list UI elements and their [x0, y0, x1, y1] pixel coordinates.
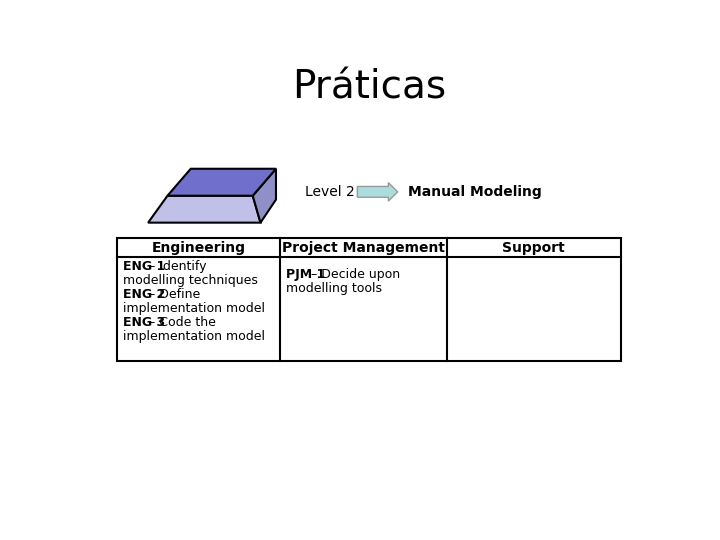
Text: ENG 2: ENG 2	[123, 288, 166, 301]
Text: Engineering: Engineering	[151, 241, 246, 255]
Text: ENG 1: ENG 1	[123, 260, 166, 273]
Text: – Code the: – Code the	[145, 316, 215, 329]
Text: Manual Modeling: Manual Modeling	[408, 185, 541, 199]
Text: – Decide upon: – Decide upon	[307, 268, 400, 281]
Polygon shape	[357, 183, 397, 201]
Polygon shape	[168, 168, 276, 195]
Text: modelling tools: modelling tools	[286, 282, 382, 295]
Text: ENG 3: ENG 3	[123, 316, 166, 329]
Text: Práticas: Práticas	[292, 69, 446, 107]
Text: implementation model: implementation model	[123, 302, 266, 315]
Text: Level 2: Level 2	[305, 185, 355, 199]
Text: Support: Support	[503, 241, 565, 255]
Bar	[117, 238, 621, 361]
Text: implementation model: implementation model	[123, 330, 266, 343]
Text: – Define: – Define	[145, 288, 200, 301]
Text: Project Management: Project Management	[282, 241, 445, 255]
Text: – Identify: – Identify	[145, 260, 206, 273]
Polygon shape	[148, 195, 261, 222]
Text: PJM 1: PJM 1	[286, 268, 325, 281]
Polygon shape	[253, 168, 276, 222]
Text: modelling techniques: modelling techniques	[123, 274, 258, 287]
